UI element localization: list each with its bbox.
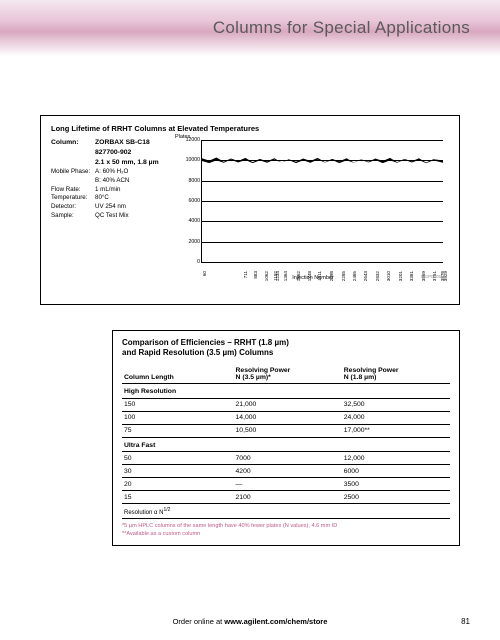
xtick: 883 bbox=[253, 271, 258, 279]
table-title: Comparison of Efficiencies – RRHT (1.8 µ… bbox=[122, 338, 450, 358]
table-row: 15021,00032,500 bbox=[122, 398, 450, 411]
param-value: 1 mL/min bbox=[95, 186, 120, 195]
table-row: 50700012,000 bbox=[122, 452, 450, 465]
col-header-length: Column Length bbox=[122, 364, 234, 384]
ytick: 0 bbox=[180, 259, 200, 265]
col-header-n35: Resolving PowerN (3.5 µm)* bbox=[234, 364, 342, 384]
xtick: 2285 bbox=[341, 271, 346, 281]
xtick: 3010 bbox=[386, 271, 391, 281]
param-value: 827700-902 bbox=[95, 148, 131, 158]
param-value: B: 40% ACN bbox=[95, 177, 129, 186]
param-value: 2.1 x 50 mm, 1.8 µm bbox=[95, 158, 159, 168]
param-value: ZORBAX SB-C18 bbox=[95, 138, 150, 148]
ytick: 4000 bbox=[180, 218, 200, 224]
col-header-n18: Resolving PowerN (1.8 µm) bbox=[342, 364, 450, 384]
xtick: 1062 bbox=[264, 271, 269, 281]
table-section-header: Ultra Fast bbox=[122, 437, 450, 452]
param-label: Mobile Phase: bbox=[51, 168, 95, 177]
param-value: UV 254 nm bbox=[95, 203, 126, 212]
page-number: 81 bbox=[461, 617, 470, 626]
efficiency-table: Column Length Resolving PowerN (3.5 µm)*… bbox=[122, 364, 450, 519]
table-footnotes: *5 µm HPLC columns of the same length ha… bbox=[122, 523, 450, 538]
xtick: 2643 bbox=[363, 271, 368, 281]
ytick: 12000 bbox=[180, 137, 200, 143]
param-label: Temperature: bbox=[51, 194, 95, 203]
param-value: 80°C bbox=[95, 194, 109, 203]
resolution-note: Resolution α N1/2 bbox=[122, 504, 450, 519]
table-row: 3042006000 bbox=[122, 465, 450, 478]
chart-parameters: Column: ZORBAX SB-C18 827700-902 2.1 x 5… bbox=[51, 138, 169, 283]
param-label: Detector: bbox=[51, 203, 95, 212]
table-section-header: High Resolution bbox=[122, 384, 450, 399]
param-value: A: 60% H₂O bbox=[95, 168, 128, 177]
xtick: 3201 bbox=[398, 271, 403, 281]
efficiency-table-panel: Comparison of Efficiencies – RRHT (1.8 µ… bbox=[112, 330, 460, 546]
chart-title: Long Lifetime of RRHT Columns at Elevate… bbox=[51, 124, 449, 133]
table-row: 20—3500 bbox=[122, 478, 450, 491]
xtick: 2465 bbox=[352, 271, 357, 281]
lifetime-chart-panel: Long Lifetime of RRHT Columns at Elevate… bbox=[40, 115, 460, 305]
page-footer: Order online at www.agilent.com/chem/sto… bbox=[0, 617, 500, 626]
xtick: 1234 bbox=[275, 271, 280, 281]
ytick: 6000 bbox=[180, 198, 200, 204]
param-label: Sample: bbox=[51, 212, 95, 221]
ytick: 8000 bbox=[180, 178, 200, 184]
xtick: 3381 bbox=[409, 271, 414, 281]
xtick: 2832 bbox=[375, 271, 380, 281]
table-row: 1521002500 bbox=[122, 491, 450, 504]
plates-vs-injection-plot: Plates 020004000600080001000012000607118… bbox=[177, 138, 449, 283]
param-label bbox=[51, 177, 95, 186]
table-row: 7510,50017,000** bbox=[122, 424, 450, 437]
xtick: 711 bbox=[243, 271, 248, 278]
table-row: 10014,00024,000 bbox=[122, 411, 450, 424]
page-title: Columns for Special Applications bbox=[213, 18, 470, 38]
plot-xlabel: Injection Number bbox=[292, 275, 334, 281]
param-label: Flow Rate: bbox=[51, 186, 95, 195]
param-label: Column: bbox=[51, 138, 95, 148]
ytick: 2000 bbox=[180, 239, 200, 245]
ytick: 10000 bbox=[180, 157, 200, 163]
xtick: 60 bbox=[202, 271, 207, 276]
xtick: 3929 bbox=[443, 271, 448, 281]
param-value: QC Test Mix bbox=[95, 212, 129, 221]
xtick: 1364 bbox=[283, 271, 288, 281]
plot-id: ILGP0305 bbox=[421, 274, 441, 279]
